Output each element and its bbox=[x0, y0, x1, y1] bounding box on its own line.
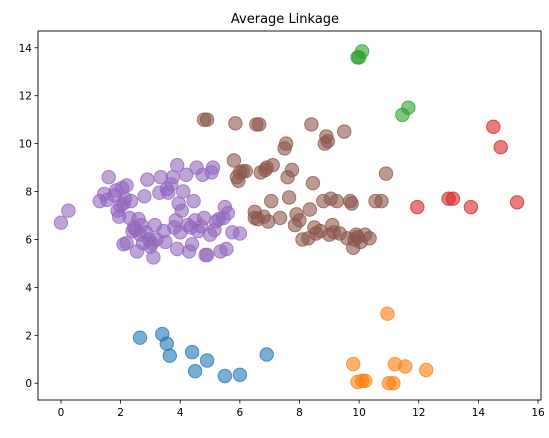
data-point-s5-21 bbox=[272, 210, 288, 226]
data-point-s1-7 bbox=[386, 376, 401, 391]
data-point-s5-48 bbox=[337, 124, 352, 139]
x-tick-label: 6 bbox=[237, 407, 244, 419]
data-point-s5-34 bbox=[305, 176, 321, 191]
points-layer bbox=[53, 44, 525, 391]
data-point-s4-48 bbox=[170, 158, 185, 173]
x-tick-label: 8 bbox=[296, 407, 303, 419]
x-axis-ticks: 0 2 4 6 8 10 12 14 16 bbox=[58, 400, 545, 419]
data-point-s3-6 bbox=[509, 195, 525, 210]
data-point-s5-26 bbox=[284, 162, 300, 178]
data-point-s3-2 bbox=[445, 191, 461, 206]
data-point-s4-50 bbox=[174, 203, 189, 218]
data-point-s0-7 bbox=[217, 368, 233, 384]
data-point-s0-3 bbox=[162, 348, 178, 363]
data-point-s4-5 bbox=[101, 170, 116, 185]
data-point-s5-13 bbox=[252, 117, 267, 132]
data-point-s4-14 bbox=[119, 178, 134, 193]
data-point-s5-51 bbox=[344, 196, 359, 211]
data-point-s5-33 bbox=[304, 117, 319, 132]
y-tick-label: 8 bbox=[25, 187, 32, 199]
data-point-s4-16 bbox=[119, 235, 134, 251]
data-point-s5-2 bbox=[226, 153, 242, 168]
data-point-s3-5 bbox=[493, 140, 508, 155]
data-point-s3-3 bbox=[463, 199, 479, 215]
data-point-s4-78 bbox=[232, 226, 248, 241]
data-point-s4-57 bbox=[186, 193, 201, 209]
data-point-s4-56 bbox=[184, 237, 200, 252]
data-point-s0-6 bbox=[199, 353, 215, 368]
data-point-s2-4 bbox=[401, 100, 416, 115]
y-tick-label: 12 bbox=[19, 91, 32, 103]
y-tick-label: 4 bbox=[25, 282, 32, 294]
data-point-s5-25 bbox=[281, 190, 297, 205]
data-point-s4-39 bbox=[158, 234, 173, 250]
data-point-s1-9 bbox=[419, 362, 434, 378]
data-point-s0-2 bbox=[159, 336, 175, 351]
data-point-s5-46 bbox=[329, 193, 344, 209]
data-point-s5-20 bbox=[265, 158, 280, 173]
data-point-s4-51 bbox=[176, 184, 191, 199]
data-point-s2-2 bbox=[354, 44, 370, 59]
chart-title: Average Linkage bbox=[231, 12, 339, 27]
data-point-s0-8 bbox=[232, 367, 248, 382]
data-point-s5-7 bbox=[238, 164, 254, 179]
data-point-s5-18 bbox=[261, 214, 276, 229]
data-point-s5-29 bbox=[292, 213, 307, 228]
x-tick-label: 4 bbox=[177, 407, 184, 419]
x-tick-label: 14 bbox=[472, 407, 486, 419]
data-point-s4-52 bbox=[179, 167, 194, 183]
data-point-s4-27 bbox=[137, 189, 152, 204]
y-tick-label: 6 bbox=[25, 234, 32, 246]
data-point-s4-1 bbox=[61, 203, 76, 218]
data-point-s5-60 bbox=[374, 193, 389, 209]
data-point-s1-8 bbox=[398, 359, 413, 374]
data-point-s5-8 bbox=[228, 116, 243, 131]
data-point-s4-68 bbox=[205, 160, 221, 175]
data-point-s0-9 bbox=[259, 347, 274, 362]
x-tick-label: 2 bbox=[117, 407, 124, 419]
plot-frame bbox=[37, 30, 542, 401]
data-point-s5-32 bbox=[302, 202, 318, 217]
x-tick-label: 10 bbox=[352, 407, 365, 419]
data-point-s4-65 bbox=[199, 247, 215, 263]
data-point-s3-4 bbox=[486, 119, 501, 135]
data-point-s0-5 bbox=[187, 364, 203, 379]
y-tick-label: 0 bbox=[25, 378, 32, 390]
data-point-s5-1 bbox=[199, 112, 215, 127]
data-point-s4-18 bbox=[123, 193, 139, 209]
data-point-s5-61 bbox=[378, 166, 394, 181]
x-tick-label: 0 bbox=[58, 407, 65, 419]
data-point-s1-0 bbox=[346, 356, 361, 372]
data-point-s4-43 bbox=[165, 170, 181, 185]
x-tick-label: 16 bbox=[531, 407, 545, 419]
data-point-s4-33 bbox=[146, 250, 161, 265]
data-point-s4-46 bbox=[170, 241, 185, 257]
y-tick-label: 2 bbox=[25, 330, 32, 342]
data-point-s4-63 bbox=[196, 210, 212, 226]
data-point-s4-75 bbox=[219, 241, 234, 257]
data-point-s5-19 bbox=[264, 193, 279, 209]
data-point-s4-29 bbox=[140, 172, 155, 187]
data-point-s5-58 bbox=[362, 231, 377, 246]
data-point-s4-76 bbox=[220, 205, 236, 221]
data-point-s1-4 bbox=[380, 306, 395, 321]
y-tick-label: 14 bbox=[19, 43, 33, 55]
data-point-s3-0 bbox=[410, 199, 425, 215]
data-point-s0-0 bbox=[132, 330, 148, 345]
data-point-s1-3 bbox=[357, 373, 373, 388]
y-axis-ticks: 0 2 4 6 8 10 12 14 bbox=[19, 43, 38, 390]
y-tick-label: 10 bbox=[19, 139, 32, 151]
data-point-s0-4 bbox=[184, 344, 200, 360]
data-point-s5-23 bbox=[278, 136, 294, 151]
data-point-s4-0 bbox=[53, 215, 69, 230]
data-point-s5-41 bbox=[320, 134, 335, 149]
x-tick-label: 12 bbox=[412, 407, 425, 419]
